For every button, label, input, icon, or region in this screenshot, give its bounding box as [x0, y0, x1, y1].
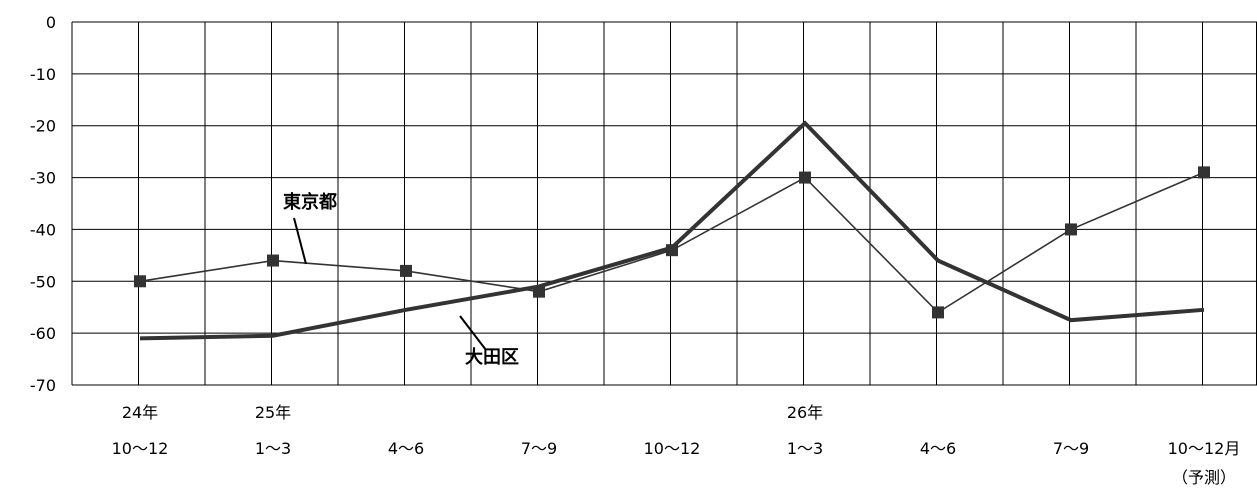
y-tick-label: -30	[30, 169, 56, 188]
x-tick-label: 1〜3	[787, 439, 823, 458]
x-tick-label: 10〜12	[644, 439, 701, 458]
data-point-marker	[267, 254, 279, 267]
y-tick-label: -20	[30, 117, 56, 136]
x-tick-label-year: 24年	[122, 403, 158, 422]
grid	[71, 21, 1257, 386]
data-point-marker	[1065, 223, 1077, 236]
x-tick-note: （予測）	[1172, 468, 1236, 487]
x-tick-label: 7〜9	[521, 439, 557, 458]
tokyo-leader-line	[293, 217, 307, 265]
x-tick-label: 10〜12月	[1168, 439, 1241, 458]
x-tick-label: 4〜6	[388, 439, 424, 458]
ota-leader-line	[459, 315, 487, 351]
y-tick-label: -60	[30, 324, 56, 343]
x-tick-label-year: 25年	[255, 403, 291, 422]
x-tick-label: 4〜6	[920, 439, 956, 458]
y-tick-label: 0	[46, 13, 56, 32]
x-axis-ticks: 24年 10〜12 25年 1〜3 4〜6 7〜9 10〜12 26年 1〜3 4〜6 7〜9 10〜…	[112, 403, 1241, 487]
series-label-tokyo: 東京都	[283, 191, 337, 213]
x-tick-label: 1〜3	[255, 439, 291, 458]
data-point-marker	[799, 171, 811, 184]
y-tick-label: -50	[30, 272, 56, 291]
series-layer	[134, 120, 1210, 341]
data-point-marker	[1198, 166, 1210, 179]
data-point-marker	[400, 264, 412, 277]
series-label-ota: 大田区	[465, 346, 519, 368]
x-tick-label-year: 26年	[787, 403, 823, 422]
y-tick-label: -40	[30, 220, 56, 239]
data-point-marker	[932, 306, 944, 319]
series-line-1	[139, 120, 1205, 341]
x-tick-label: 10〜12	[112, 439, 169, 458]
y-tick-label: -70	[30, 376, 56, 395]
y-axis-ticks: 0 -10 -20 -30 -40 -50 -60 -70	[30, 13, 56, 395]
x-tick-label: 7〜9	[1053, 439, 1089, 458]
y-tick-label: -10	[30, 65, 56, 84]
data-point-marker	[134, 275, 146, 288]
